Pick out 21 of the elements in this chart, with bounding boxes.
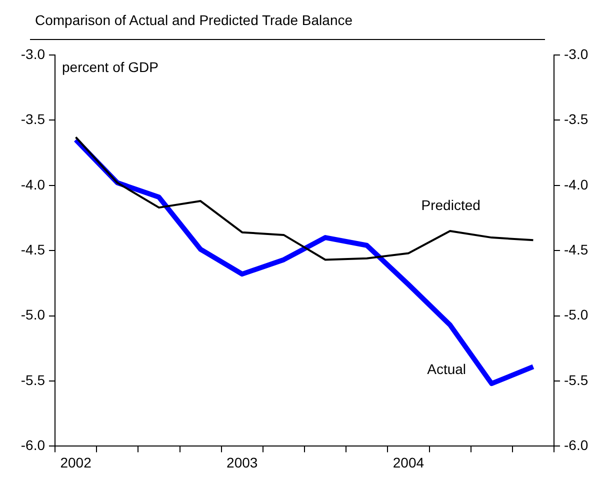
x-tick-label: 2004 bbox=[392, 454, 424, 470]
y2-tick-label: -3.0 bbox=[564, 46, 588, 62]
y-axis-title: percent of GDP bbox=[62, 58, 158, 75]
y2-tick-label: -6.0 bbox=[564, 437, 588, 454]
y2-tick-label: -5.0 bbox=[564, 306, 588, 323]
chart-title: Comparison of Actual and Predicted Trade Balance bbox=[35, 12, 353, 28]
y2-tick-label: -4.5 bbox=[564, 241, 588, 258]
y2-tick-label: -3.5 bbox=[564, 111, 588, 128]
y-tick-label: -6.0 bbox=[20, 437, 46, 454]
y-tick-label: -5.0 bbox=[20, 306, 46, 323]
y-tick-label: -4.5 bbox=[20, 241, 46, 258]
y-tick-label: -3.0 bbox=[20, 46, 46, 62]
x-tick-label: 2002 bbox=[60, 454, 92, 470]
series-label: Predicted bbox=[421, 196, 480, 213]
y-tick-label: -3.5 bbox=[20, 111, 46, 128]
y-tick-label: -4.0 bbox=[20, 176, 46, 192]
series-label: Actual bbox=[427, 360, 466, 377]
x-tick-label: 2003 bbox=[226, 454, 258, 470]
y2-tick-label: -5.5 bbox=[564, 372, 588, 388]
y-tick-label: -5.5 bbox=[20, 372, 46, 388]
y2-tick-label: -4.0 bbox=[564, 176, 588, 192]
